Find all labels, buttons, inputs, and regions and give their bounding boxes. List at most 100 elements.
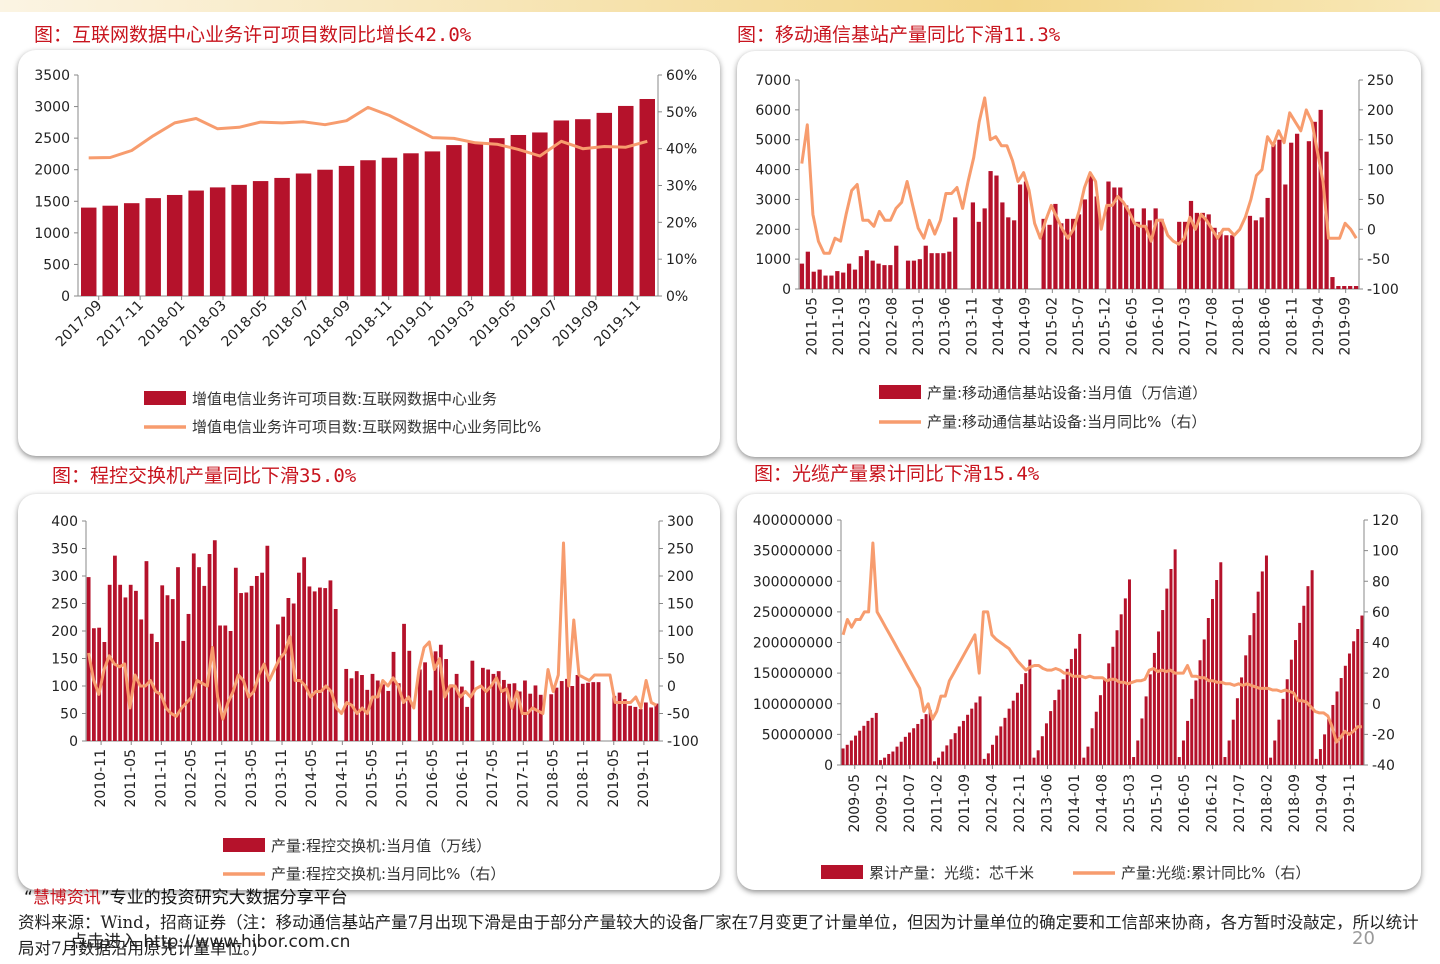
- y2-tick-label: -50: [1367, 252, 1390, 268]
- bar: [1000, 202, 1005, 289]
- legend-label-line: 产量:移动通信基站设备:当月同比%（右）: [927, 413, 1206, 431]
- x-tick-label: 2011-05: [804, 297, 820, 356]
- bar: [1240, 677, 1244, 765]
- y-tick-label: 1000: [755, 252, 791, 268]
- bar: [1157, 631, 1161, 765]
- x-tick-label: 2015-02: [1044, 297, 1060, 356]
- y-tick-label: 4000: [755, 163, 791, 179]
- bar: [1186, 720, 1190, 765]
- bar: [1132, 757, 1136, 765]
- y-tick-label: 0: [61, 289, 70, 305]
- bar: [128, 584, 133, 741]
- x-tick-label: 2019-09: [1338, 297, 1354, 356]
- y2-tick-label: 120: [1372, 513, 1399, 529]
- bar: [1265, 197, 1270, 289]
- bar: [1112, 187, 1117, 289]
- y2-tick-label: 10%: [666, 252, 697, 268]
- bar: [596, 682, 601, 741]
- x-tick-label: 2015-11: [395, 749, 411, 808]
- bar: [878, 760, 882, 765]
- bar: [1169, 569, 1173, 765]
- bar: [260, 572, 264, 741]
- bar: [1024, 673, 1028, 765]
- bar: [1244, 655, 1248, 765]
- chart-title-base-station: 图：移动通信基站产量同比下滑11.3%: [737, 24, 1061, 46]
- x-tick-label: 2016-05: [425, 749, 441, 808]
- x-tick-label: 2014-08: [1095, 774, 1111, 833]
- bar: [591, 682, 596, 741]
- y-tick-label: 100000000: [753, 697, 833, 713]
- bar: [446, 145, 462, 296]
- bar: [917, 259, 922, 289]
- chart-idc-licenses: 3500 3000 2500 2000 1500 1000 500 0 60% 50% 40% 30%…: [34, 68, 697, 436]
- x-tick-label: 2013-11: [964, 297, 980, 356]
- bar: [528, 693, 533, 741]
- x-tick-label: 2012-05: [184, 749, 200, 808]
- bar: [1032, 757, 1036, 765]
- legend-label-line: 产量:光缆:累计同比%（右）: [1121, 864, 1310, 882]
- y-tick-label: 50000000: [762, 727, 833, 743]
- hibor-link[interactable]: 点击进入 http://www.hibor.com.cn: [70, 932, 351, 952]
- bar: [239, 593, 243, 741]
- bar: [354, 671, 359, 741]
- bar: [805, 251, 810, 289]
- bar: [1023, 181, 1029, 289]
- bar: [375, 680, 380, 741]
- bar: [858, 730, 862, 765]
- bar: [1148, 674, 1152, 765]
- x-tick-label: 2009-12: [874, 774, 890, 833]
- bar: [654, 703, 659, 741]
- bar: [923, 245, 928, 289]
- bar: [281, 616, 286, 741]
- bar: [496, 671, 501, 741]
- bar: [799, 263, 805, 289]
- y-tick-label: 150000000: [753, 666, 833, 682]
- bar: [633, 706, 638, 741]
- bar: [829, 275, 834, 289]
- bar: [1078, 633, 1082, 765]
- bar: [102, 205, 118, 296]
- chart-title-switch: 图：程控交换机产量同比下滑35.0%: [52, 465, 357, 487]
- bar: [502, 679, 506, 741]
- x-tick-label: 2019-11: [636, 749, 652, 808]
- bar: [107, 584, 112, 741]
- bar: [638, 709, 643, 741]
- bar: [1177, 221, 1182, 289]
- brand-tagline: ”专业的投资研究大数据分享平台: [100, 888, 348, 908]
- chart-panel-idc-licenses: 3500 3000 2500 2000 1500 1000 500 0 60% 50% 40% 30%…: [18, 50, 720, 456]
- bar: [1259, 217, 1264, 289]
- x-tick-label: 2011-10: [831, 297, 847, 356]
- bar: [328, 580, 333, 741]
- x-tick-label: 2013-11: [274, 749, 290, 808]
- bar: [994, 175, 999, 289]
- bar: [639, 98, 655, 296]
- bar: [895, 746, 899, 765]
- brand-quote-open: “: [24, 888, 33, 908]
- y2-tick-label: -50: [667, 707, 690, 723]
- bar: [417, 669, 422, 741]
- bar: [1020, 684, 1024, 765]
- bar: [1074, 648, 1078, 765]
- chart-panel-base-station: 7000 6000 5000 4000 3000 2000 1000 0 250 200 150 10…: [737, 51, 1421, 457]
- y2-tick-label: 100: [1367, 163, 1394, 179]
- bar: [265, 545, 270, 741]
- series-line: [841, 541, 1362, 744]
- bar: [995, 735, 999, 765]
- x-tick-label: 2018-11: [1284, 297, 1300, 356]
- bar: [438, 644, 443, 741]
- bar: [1212, 227, 1217, 289]
- x-tick-label: 2012-04: [984, 774, 1000, 833]
- bar: [903, 736, 907, 765]
- bar: [523, 680, 527, 741]
- bar: [580, 683, 585, 741]
- bar: [176, 567, 180, 741]
- bar: [988, 171, 993, 289]
- bar: [866, 720, 870, 765]
- y-tick-label: 300000000: [753, 574, 833, 590]
- bar: [1041, 218, 1046, 289]
- chart-title-idc-licenses: 图：互联网数据中心业务许可项目数同比增长42.0%: [34, 24, 472, 46]
- bar: [823, 275, 828, 289]
- bar: [360, 160, 376, 296]
- bar: [1342, 286, 1347, 289]
- x-tick-label: 2014-01: [1067, 774, 1083, 833]
